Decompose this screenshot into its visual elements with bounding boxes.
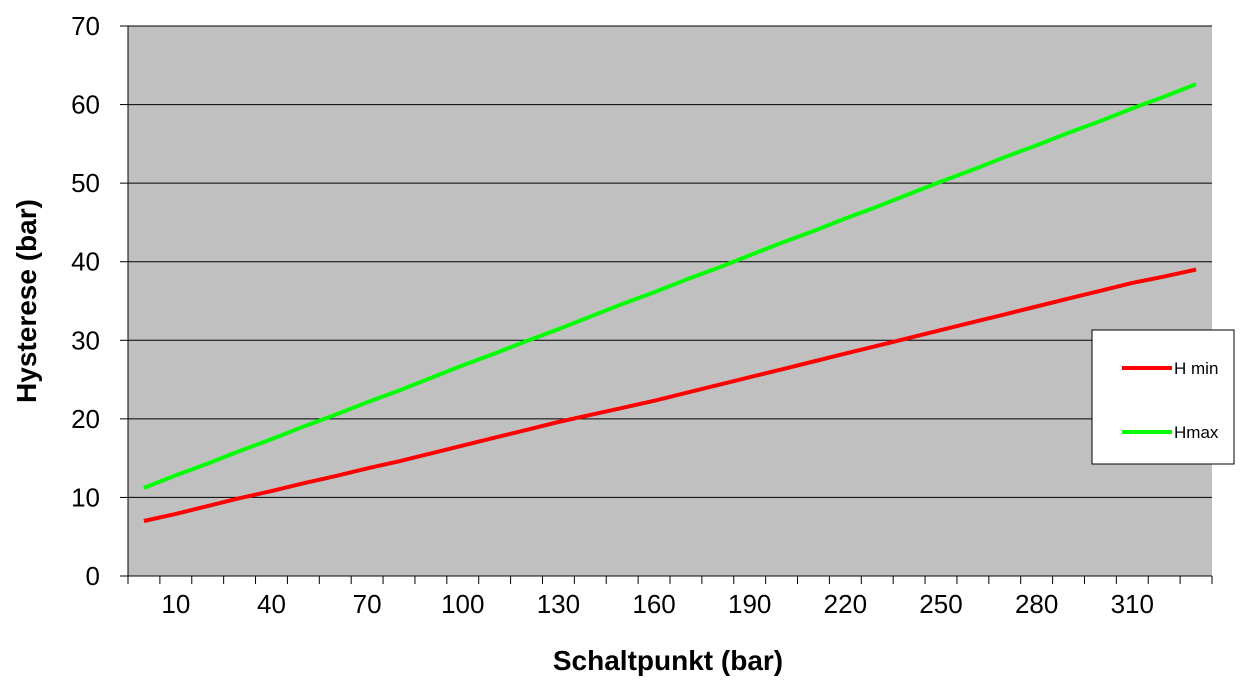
x-tick-label: 160 — [632, 589, 675, 619]
legend-label: Hmax — [1174, 423, 1219, 442]
x-tick-label: 100 — [441, 589, 484, 619]
x-tick-label: 10 — [161, 589, 190, 619]
x-tick-label: 70 — [353, 589, 382, 619]
y-tick-label: 10 — [71, 482, 100, 512]
y-tick-label: 70 — [71, 11, 100, 41]
series-lines — [143, 82, 1197, 523]
series-line-1 — [143, 82, 1197, 490]
legend-label: H min — [1174, 359, 1218, 378]
x-tick-label: 250 — [919, 589, 962, 619]
x-tick-label: 310 — [1111, 589, 1154, 619]
x-tick-labels: 10 40 70 100 130 160 190 220 250 280 310 — [161, 589, 1154, 619]
y-tick-label: 60 — [71, 90, 100, 120]
series-line-0 — [143, 267, 1197, 523]
x-tick-label: 280 — [1015, 589, 1058, 619]
x-tick-label: 190 — [728, 589, 771, 619]
legend-box — [1091, 329, 1235, 465]
axes — [127, 26, 1213, 584]
x-tick-label: 40 — [257, 589, 286, 619]
gridlines — [120, 25, 1212, 577]
legend[interactable]: H min Hmax — [1091, 329, 1235, 465]
x-tick-label: 220 — [824, 589, 867, 619]
y-tick-label: 40 — [71, 247, 100, 277]
plot-area — [128, 26, 1212, 576]
y-tick-label: 0 — [86, 561, 100, 591]
y-axis-title: Hysterese (bar) — [11, 199, 42, 403]
y-tick-label: 20 — [71, 404, 100, 434]
y-tick-label: 30 — [71, 325, 100, 355]
y-tick-labels: 0 10 20 30 40 50 60 70 — [71, 11, 100, 591]
x-tick-label: 130 — [537, 589, 580, 619]
y-tick-label: 50 — [71, 168, 100, 198]
x-axis-title: Schaltpunkt (bar) — [553, 645, 783, 676]
